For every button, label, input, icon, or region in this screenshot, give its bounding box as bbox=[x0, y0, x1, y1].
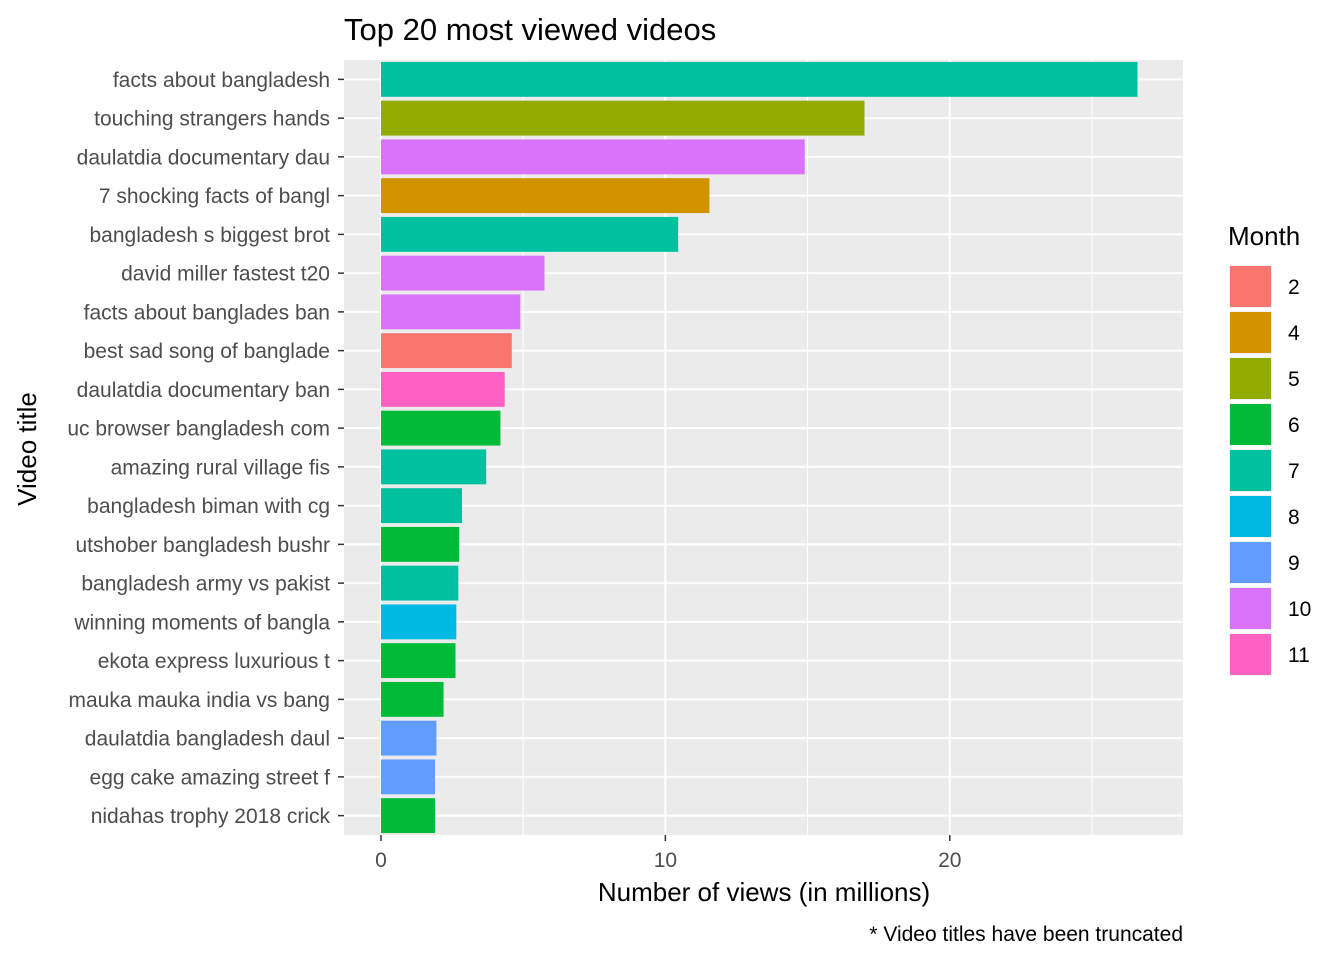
y-tick-label: mauka mauka india vs bang bbox=[69, 689, 331, 712]
plot-panel bbox=[344, 60, 1183, 835]
y-tick-label: winning moments of bangla bbox=[73, 611, 330, 634]
bar bbox=[380, 61, 1138, 97]
bar bbox=[380, 720, 437, 756]
legend-label: 6 bbox=[1288, 414, 1300, 437]
bar bbox=[380, 178, 710, 214]
legend-swatch bbox=[1230, 496, 1271, 537]
x-tick-label: 0 bbox=[375, 849, 387, 872]
bar bbox=[380, 255, 545, 291]
bar bbox=[380, 410, 501, 446]
y-tick-label: david miller fastest t20 bbox=[121, 263, 330, 286]
bar bbox=[380, 565, 459, 601]
legend-swatch bbox=[1230, 450, 1271, 491]
bar bbox=[380, 449, 487, 485]
legend-label: 4 bbox=[1288, 322, 1300, 345]
bar bbox=[380, 526, 460, 562]
y-tick-label: daulatdia documentary dau bbox=[77, 146, 330, 169]
bar bbox=[380, 100, 865, 136]
legend-label: 10 bbox=[1288, 598, 1311, 621]
panel-background bbox=[344, 60, 1183, 835]
legend-swatch bbox=[1230, 588, 1271, 629]
bar bbox=[380, 488, 463, 524]
y-tick-labels: facts about bangladesh touching strangers… bbox=[67, 69, 344, 828]
y-tick-label: best sad song of banglade bbox=[84, 340, 330, 363]
bar bbox=[380, 759, 436, 795]
y-tick-label: amazing rural village fis bbox=[111, 456, 330, 479]
caption-note: * Video titles have been truncated bbox=[869, 923, 1183, 946]
legend-swatch bbox=[1230, 266, 1271, 307]
legend-label: 7 bbox=[1288, 460, 1300, 483]
y-tick-label: utshober bangladesh bushr bbox=[75, 534, 330, 557]
y-axis-title: Video title bbox=[12, 392, 42, 506]
legend-swatch bbox=[1230, 358, 1271, 399]
y-tick-label: bangladesh biman with cg bbox=[87, 495, 330, 518]
y-tick-label: facts about bangladesh bbox=[113, 69, 330, 92]
chart-title: Top 20 most viewed videos bbox=[344, 12, 716, 47]
y-tick-label: bangladesh army vs pakist bbox=[81, 573, 330, 596]
legend-swatch bbox=[1230, 542, 1271, 583]
legend-label: 8 bbox=[1288, 506, 1300, 529]
x-tick-label: 20 bbox=[938, 849, 961, 872]
legend-label: 11 bbox=[1288, 644, 1310, 667]
y-tick-label: bangladesh s biggest brot bbox=[89, 224, 330, 247]
legend-label: 9 bbox=[1288, 552, 1300, 575]
y-tick-label: touching strangers hands bbox=[94, 108, 330, 131]
legend-label: 2 bbox=[1288, 276, 1300, 299]
bar bbox=[380, 798, 436, 834]
bar bbox=[380, 333, 512, 369]
bar bbox=[380, 604, 457, 640]
y-tick-label: 7 shocking facts of bangl bbox=[99, 185, 330, 208]
x-tick-label: 10 bbox=[654, 849, 677, 872]
legend-label: 5 bbox=[1288, 368, 1300, 391]
bar bbox=[380, 294, 521, 330]
legend-swatch bbox=[1230, 404, 1271, 445]
bar bbox=[380, 216, 679, 252]
y-tick-label: daulatdia bangladesh daul bbox=[85, 728, 330, 751]
y-tick-label: nidahas trophy 2018 crick bbox=[91, 805, 331, 828]
legend: Month 2 4 5 6 7 8 9 10 11 bbox=[1228, 221, 1311, 676]
x-axis-title: Number of views (in millions) bbox=[598, 877, 930, 907]
legend-swatch bbox=[1230, 312, 1271, 353]
x-tick-labels: 0 10 20 bbox=[375, 835, 961, 872]
legend-swatch bbox=[1230, 634, 1271, 675]
y-tick-label: facts about banglades ban bbox=[84, 301, 330, 324]
bar bbox=[380, 371, 505, 407]
y-tick-label: ekota express luxurious t bbox=[98, 650, 330, 673]
bar bbox=[380, 139, 805, 175]
y-tick-label: egg cake amazing street f bbox=[90, 766, 331, 789]
bar bbox=[380, 643, 456, 679]
legend-title: Month bbox=[1228, 221, 1300, 251]
bar bbox=[380, 681, 444, 717]
y-tick-label: uc browser bangladesh com bbox=[67, 418, 330, 441]
y-tick-label: daulatdia documentary ban bbox=[77, 379, 330, 402]
